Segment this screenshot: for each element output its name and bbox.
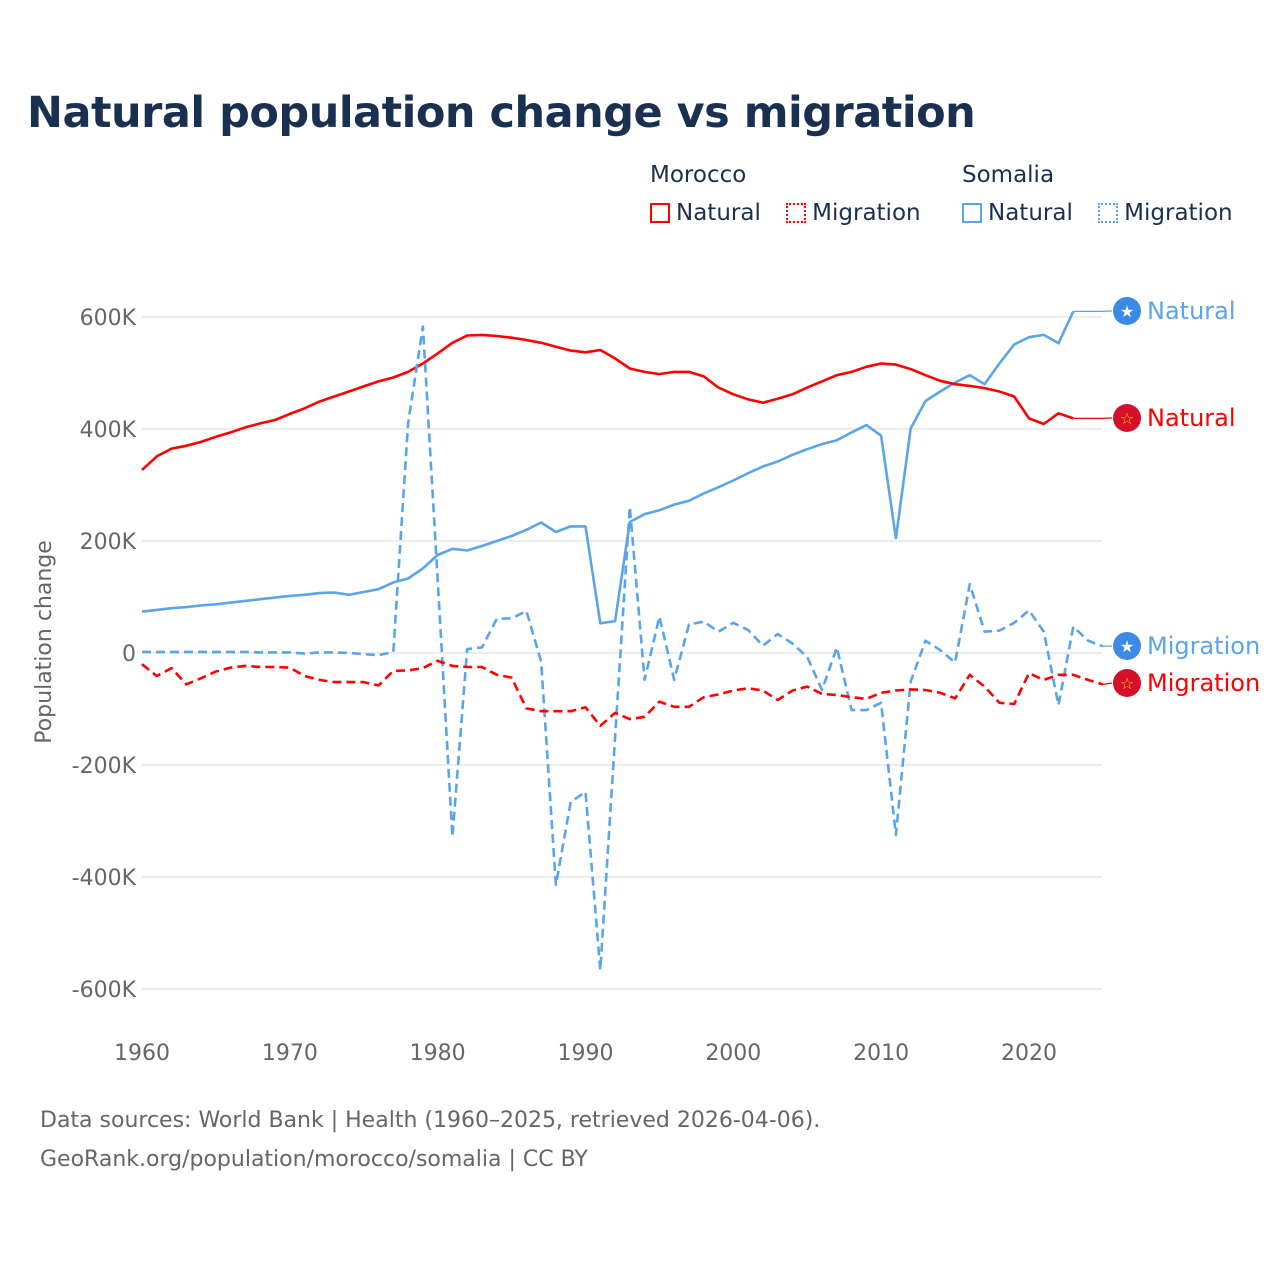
legend-label: Migration [1124, 200, 1233, 226]
legend-label: Natural [676, 200, 761, 226]
star-icon: ☆ [1120, 674, 1134, 693]
end-label-somalia-natural: ★ Natural [1113, 297, 1236, 325]
morocco-flag-icon [1113, 669, 1141, 697]
series-line-morocco-natural [141, 333, 1074, 471]
end-label-text: Migration [1147, 669, 1260, 697]
y-axis-label: Population change [32, 540, 57, 744]
legend-swatch-solid [650, 203, 670, 223]
x-tick-label: 1970 [262, 1041, 318, 1066]
end-label-text: Natural [1147, 297, 1236, 325]
end-label-text: Migration [1147, 632, 1260, 660]
leader-line-morocco-migration [1102, 682, 1113, 685]
legend-swatch-dotted [1098, 203, 1119, 223]
x-tick-label: 2020 [1001, 1041, 1057, 1066]
morocco-flag-icon [1113, 404, 1141, 432]
series-line-somalia-natural [141, 310, 1075, 625]
series-line-morocco-migration [141, 659, 1104, 728]
end-label-morocco-migration: ☆ Migration [1113, 669, 1260, 697]
star-icon: ★ [1120, 302, 1134, 321]
somalia-flag-icon [1113, 297, 1141, 325]
legend-item-somalia-migration[interactable]: Migration [1098, 200, 1233, 226]
legend-swatch-dotted [786, 203, 807, 223]
y-tick-label: -200K [72, 754, 137, 779]
x-tick-label: 1990 [557, 1041, 613, 1066]
legend-swatch-solid [962, 203, 982, 223]
x-tick-label: 2000 [705, 1041, 761, 1066]
legend-group-morocco: Morocco Natural Migration [650, 162, 939, 229]
y-tick-label: 200K [80, 530, 137, 555]
y-tick-label: -600K [72, 978, 137, 1003]
x-tick-label: 1980 [410, 1041, 466, 1066]
chart-title: Natural population change vs migration [27, 88, 976, 138]
x-tick-label: 2010 [853, 1041, 909, 1066]
series-end-labels: ★ Natural ☆ Natural ★ Migration ☆ Migration [1073, 297, 1260, 697]
x-axis-ticks: 1960 1970 1980 1990 2000 2010 2020 [114, 1041, 1057, 1066]
footer-link[interactable]: GeoRank.org/population/morocco/somalia |… [40, 1147, 588, 1172]
y-tick-label: 600K [80, 306, 137, 331]
legend-group-title: Somalia [962, 162, 1055, 188]
x-tick-label: 1960 [114, 1041, 170, 1066]
end-label-somalia-migration: ★ Migration [1113, 632, 1260, 660]
y-tick-label: 400K [80, 418, 137, 443]
somalia-flag-icon [1113, 632, 1141, 660]
star-icon: ★ [1120, 637, 1134, 656]
series-line-somalia-migration [142, 325, 1104, 972]
legend-item-morocco-migration[interactable]: Migration [786, 200, 921, 226]
series-lines [141, 310, 1104, 972]
end-label-morocco-natural: ☆ Natural [1113, 404, 1236, 432]
legend-item-morocco-natural[interactable]: Natural [650, 200, 761, 226]
star-icon: ☆ [1120, 409, 1134, 428]
end-label-text: Natural [1147, 404, 1236, 432]
y-tick-label: 0 [122, 642, 136, 667]
legend-label: Natural [988, 200, 1073, 226]
legend-group-somalia: Somalia Natural Migration [962, 162, 1233, 229]
legend-group-title: Morocco [650, 162, 747, 188]
footer-sources: Data sources: World Bank | Health (1960–… [40, 1108, 821, 1133]
y-axis-ticks: 600K 400K 200K 0 -200K -400K -600K [72, 306, 137, 1003]
y-tick-label: -400K [72, 866, 137, 891]
legend-item-somalia-natural[interactable]: Natural [962, 200, 1073, 226]
legend-label: Migration [812, 200, 921, 226]
